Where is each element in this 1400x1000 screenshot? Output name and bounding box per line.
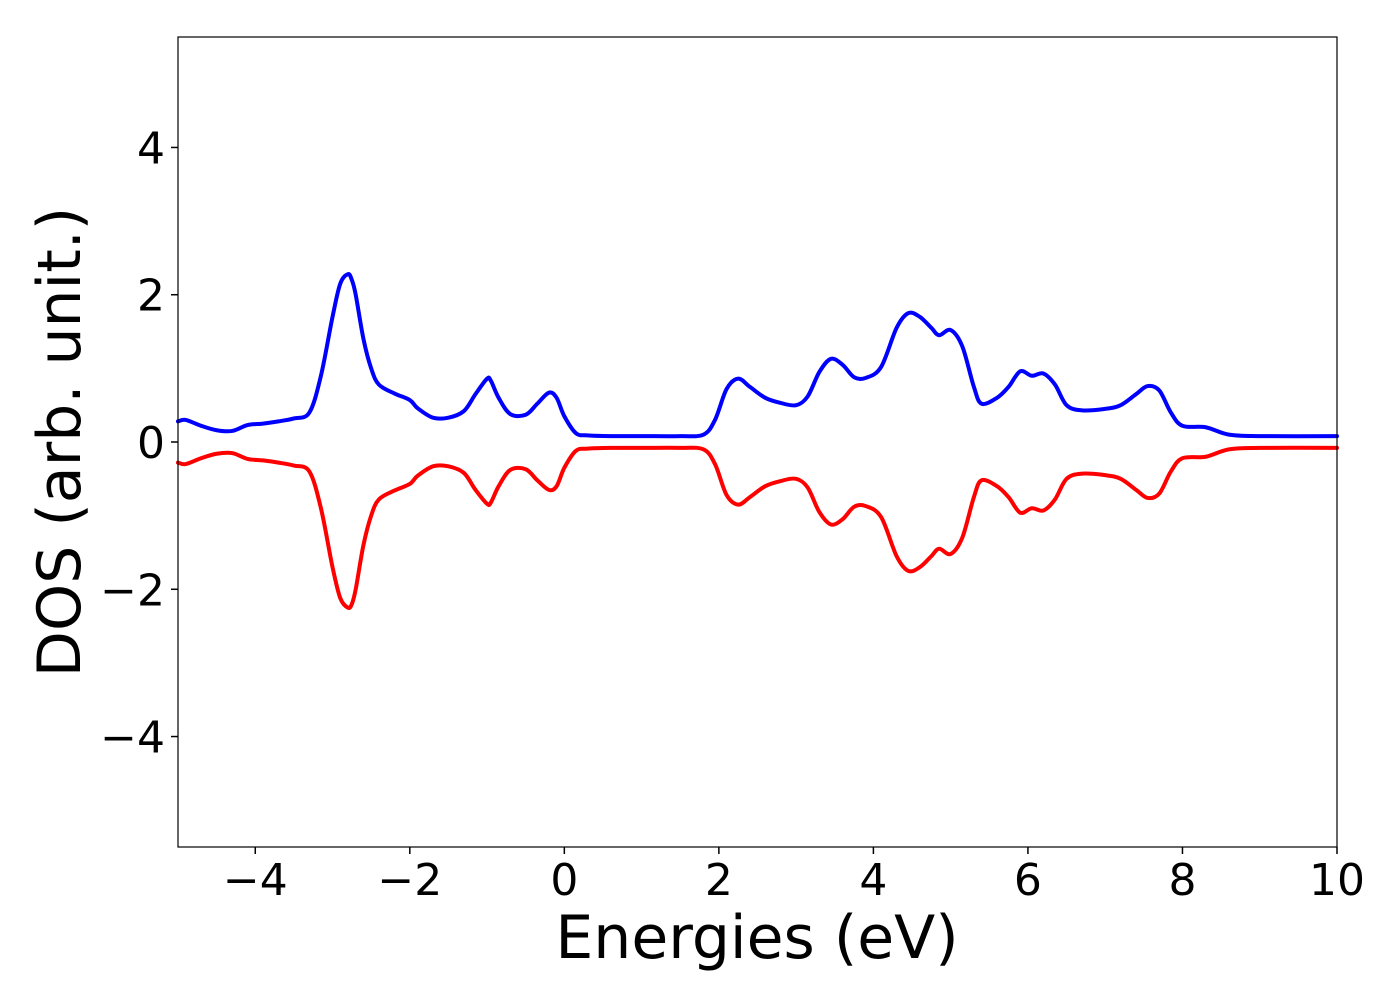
x-tick-label: −2 bbox=[377, 855, 442, 906]
y-tick-label: −2 bbox=[100, 565, 165, 616]
y-axis-label: DOS (arb. unit.) bbox=[25, 207, 95, 677]
x-tick-label: 2 bbox=[705, 855, 733, 906]
x-axis-label: Energies (eV) bbox=[555, 903, 958, 973]
x-tick-label: 10 bbox=[1309, 855, 1365, 906]
y-tick-label: 0 bbox=[137, 418, 165, 469]
x-tick-label: 4 bbox=[859, 855, 887, 906]
x-tick-label: −4 bbox=[223, 855, 288, 906]
y-tick-label: 4 bbox=[137, 123, 165, 174]
ticks-layer: −4 −2 0 2 4 6 8 10 −4 −2 0 2 4 bbox=[100, 123, 1365, 906]
plot-frame bbox=[177, 36, 1338, 848]
y-tick-label: −4 bbox=[100, 713, 165, 764]
x-tick-label: 0 bbox=[550, 855, 578, 906]
x-tick-label: 6 bbox=[1014, 855, 1042, 906]
series-layer bbox=[176, 272, 1339, 610]
x-tick-label: 8 bbox=[1168, 855, 1196, 906]
series-line-spin-up bbox=[176, 272, 1339, 439]
series-line-spin-down bbox=[176, 445, 1339, 610]
y-tick-label: 2 bbox=[137, 271, 165, 322]
